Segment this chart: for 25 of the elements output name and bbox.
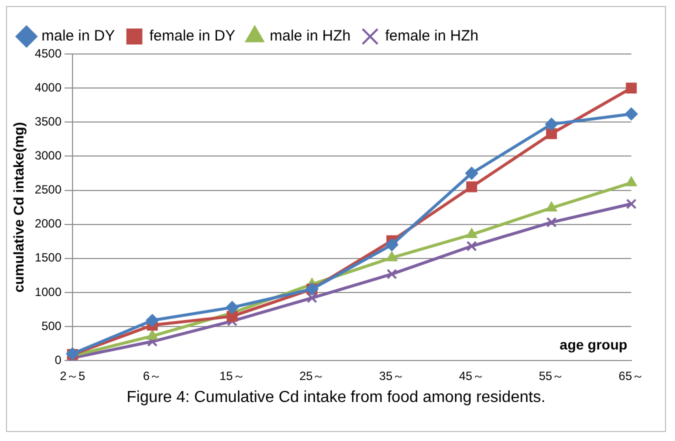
legend-label: female in HZh bbox=[385, 28, 478, 45]
x-tick-label: 15～ bbox=[219, 369, 245, 384]
y-tick-label: 3000 bbox=[34, 148, 62, 163]
y-tick-label: 2000 bbox=[34, 216, 62, 231]
legend-label: male in DY bbox=[42, 28, 115, 45]
legend-label: female in DY bbox=[149, 28, 236, 45]
x-tick-label: 2～5 bbox=[60, 369, 86, 384]
x-axis-title: age group bbox=[560, 336, 628, 352]
x-tick-label: 55～ bbox=[538, 369, 564, 384]
y-tick-label: 2500 bbox=[34, 182, 62, 197]
y-tick-label: 500 bbox=[41, 318, 62, 333]
y-tick-label: 1000 bbox=[34, 284, 62, 299]
x-tick-label: 6～ bbox=[142, 369, 162, 384]
y-tick-label: 4500 bbox=[34, 46, 62, 60]
y-axis-title: cumulative Cd intake(mg) bbox=[10, 122, 26, 292]
y-tick-label: 1500 bbox=[34, 250, 62, 265]
x-tick-label: 25～ bbox=[299, 369, 325, 384]
x-tick-label: 35～ bbox=[379, 369, 405, 384]
caption: Figure 4: Cumulative Cd intake from food among residents. bbox=[126, 389, 546, 407]
x-tick-label: 45～ bbox=[458, 369, 484, 384]
x-tick-label: 65～ bbox=[618, 369, 644, 384]
y-tick-label: 3500 bbox=[34, 114, 62, 128]
legend-label: male in HZh bbox=[270, 28, 351, 45]
y-tick-label: 0 bbox=[54, 352, 62, 367]
y-tick-label: 4000 bbox=[34, 80, 62, 94]
